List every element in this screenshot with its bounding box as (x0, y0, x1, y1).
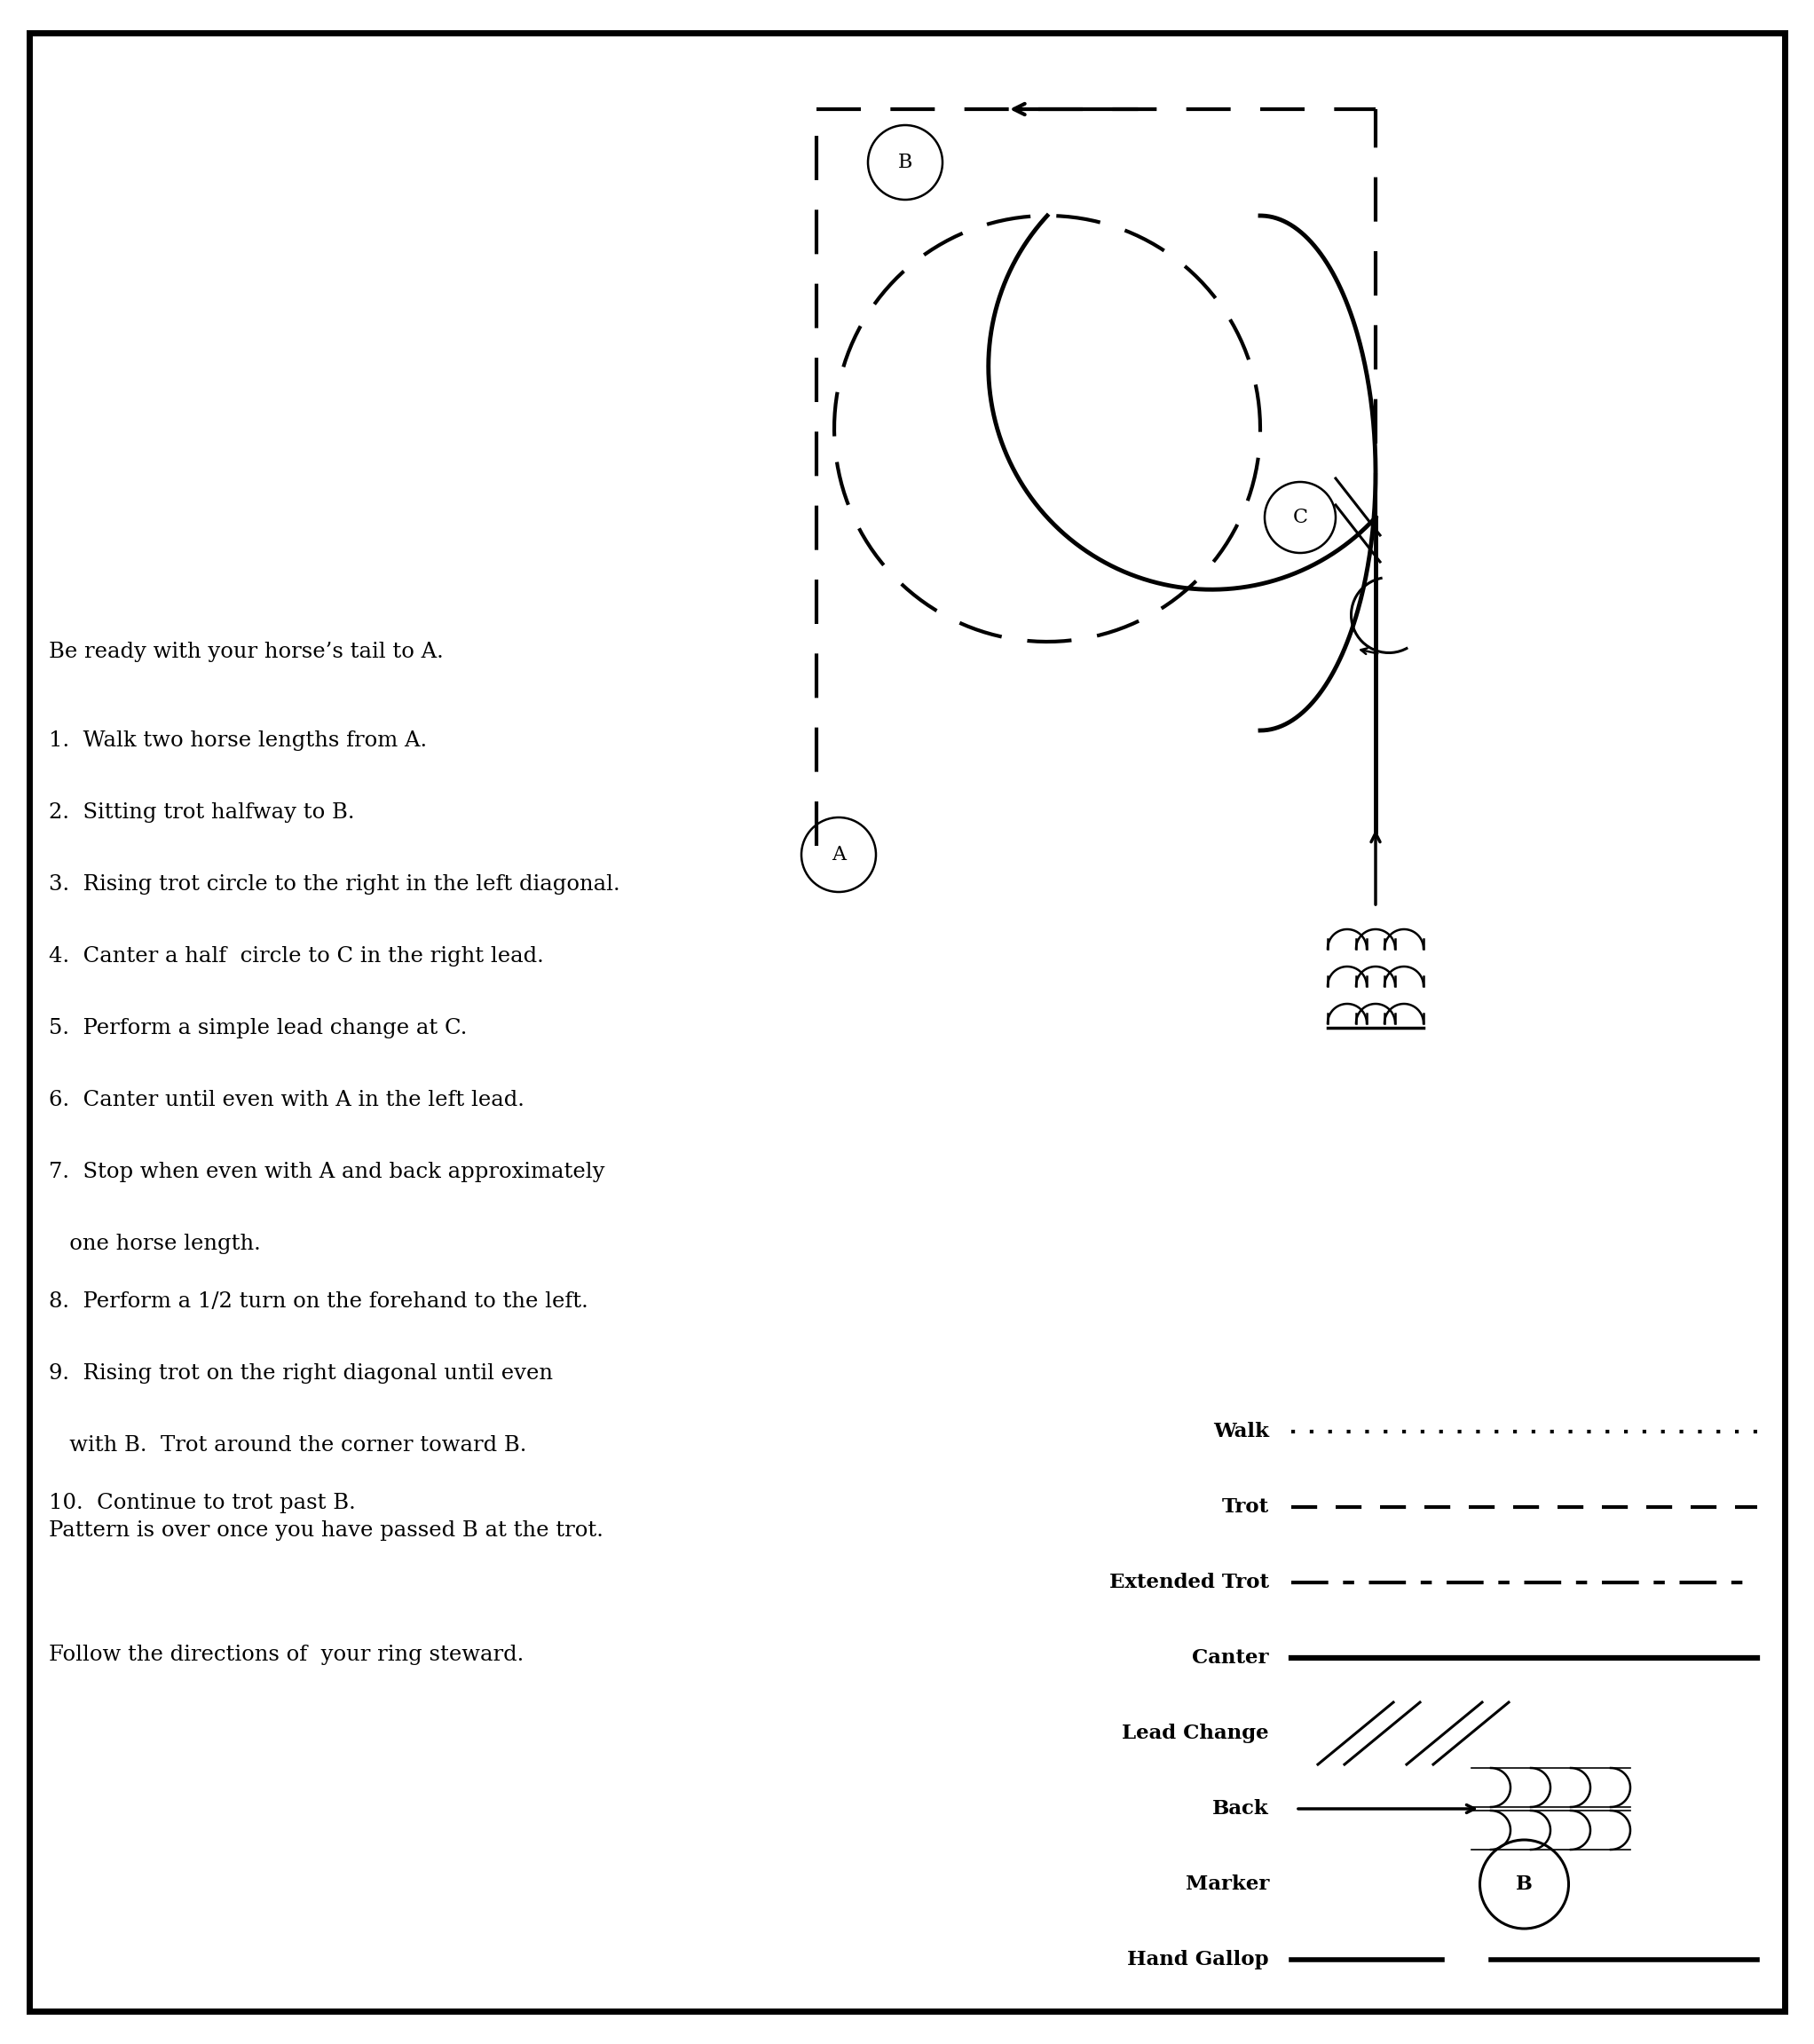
Text: 1.  Walk two horse lengths from A.: 1. Walk two horse lengths from A. (49, 730, 426, 750)
Text: 8.  Perform a 1/2 turn on the forehand to the left.: 8. Perform a 1/2 turn on the forehand to… (49, 1292, 588, 1312)
Text: 5.  Perform a simple lead change at C.: 5. Perform a simple lead change at C. (49, 1018, 468, 1038)
Text: 6.  Canter until even with A in the left lead.: 6. Canter until even with A in the left … (49, 1089, 524, 1110)
Text: Hand Gallop: Hand Gallop (1128, 1950, 1270, 1970)
Text: Back: Back (1212, 1799, 1270, 1819)
Text: A: A (831, 844, 845, 865)
Text: Lead Change: Lead Change (1123, 1723, 1270, 1744)
Text: Pattern is over once you have passed B at the trot.: Pattern is over once you have passed B a… (49, 1521, 604, 1541)
Text: Walk: Walk (1214, 1423, 1270, 1441)
Text: one horse length.: one horse length. (49, 1235, 261, 1255)
Text: 3.  Rising trot circle to the right in the left diagonal.: 3. Rising trot circle to the right in th… (49, 875, 620, 895)
Text: B: B (898, 153, 912, 172)
Text: 2.  Sitting trot halfway to B.: 2. Sitting trot halfway to B. (49, 803, 354, 824)
Text: Marker: Marker (1185, 1874, 1270, 1895)
Circle shape (1264, 482, 1335, 554)
Circle shape (867, 125, 943, 200)
Text: Canter: Canter (1192, 1647, 1270, 1668)
Text: Follow the directions of  your ring steward.: Follow the directions of your ring stewa… (49, 1645, 524, 1666)
Text: 4.  Canter a half  circle to C in the right lead.: 4. Canter a half circle to C in the righ… (49, 946, 544, 967)
Text: Be ready with your horse’s tail to A.: Be ready with your horse’s tail to A. (49, 642, 443, 662)
Circle shape (802, 818, 876, 891)
Text: 10.  Continue to trot past B.: 10. Continue to trot past B. (49, 1492, 356, 1513)
Circle shape (1480, 1840, 1569, 1930)
Text: B: B (1517, 1874, 1533, 1895)
Text: 7.  Stop when even with A and back approximately: 7. Stop when even with A and back approx… (49, 1161, 604, 1181)
Text: C: C (1293, 507, 1308, 527)
Text: Trot: Trot (1223, 1498, 1270, 1517)
Text: with B.  Trot around the corner toward B.: with B. Trot around the corner toward B. (49, 1435, 526, 1455)
Text: 9.  Rising trot on the right diagonal until even: 9. Rising trot on the right diagonal unt… (49, 1363, 553, 1384)
Text: Extended Trot: Extended Trot (1110, 1572, 1270, 1592)
